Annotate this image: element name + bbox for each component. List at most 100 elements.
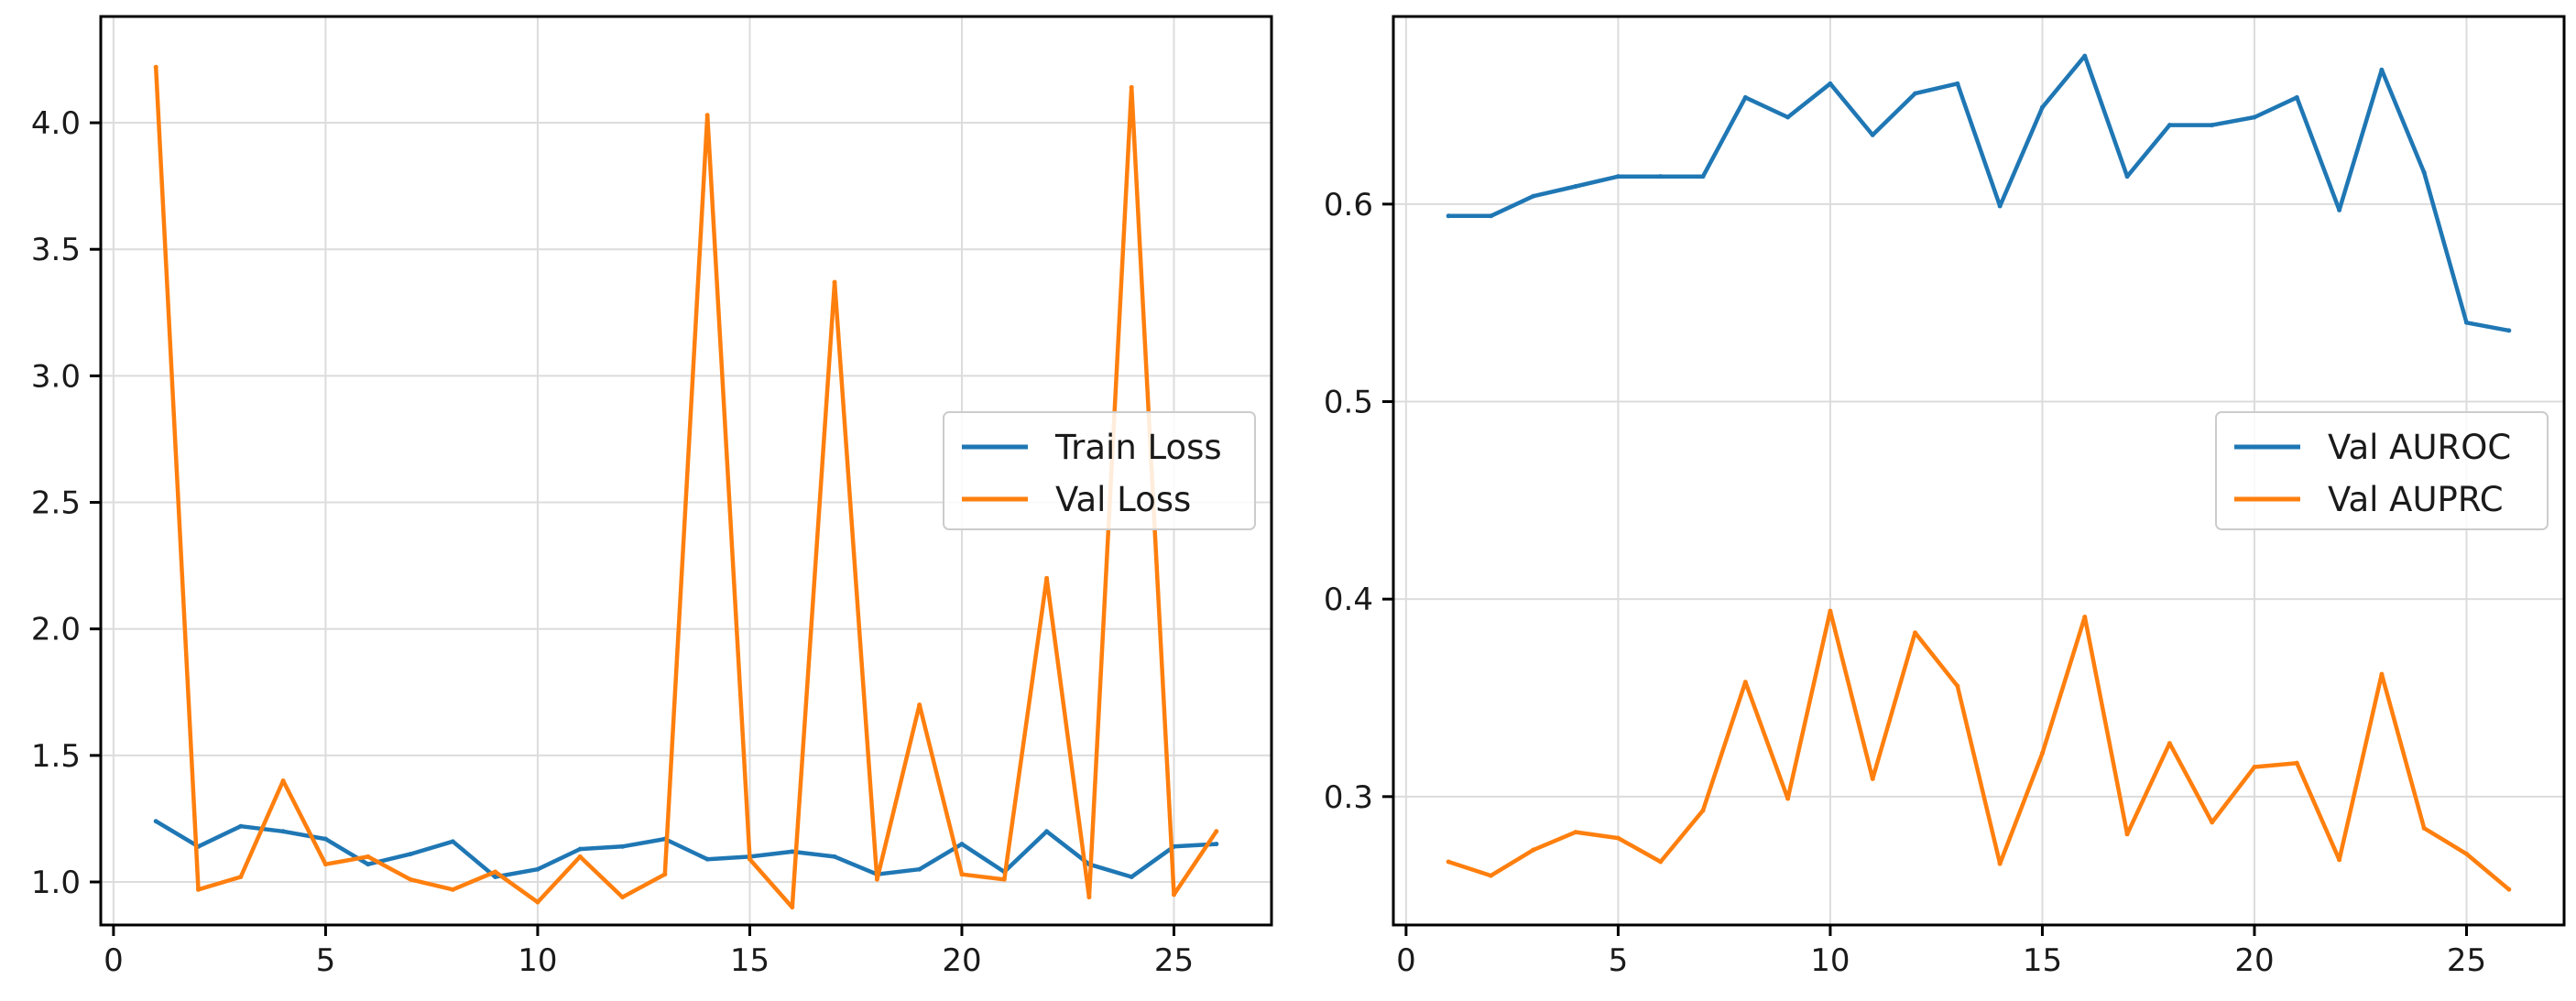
data-point-val-auprc [1742,680,1748,685]
data-point-val-loss [1172,892,1176,898]
data-point-val-loss [238,874,244,879]
data-point-val-loss [1001,876,1007,882]
data-point-val-auroc [2379,67,2385,72]
data-point-val-auroc [1742,94,1748,100]
data-point-val-loss [196,887,201,892]
data-point-val-auroc [1446,213,1451,219]
y-tick-label: 0.5 [1324,385,1373,421]
data-point-train-loss [238,823,244,829]
data-point-val-loss [535,899,540,905]
data-point-val-auprc [2210,820,2215,825]
data-point-val-auprc [1997,861,2003,866]
x-tick-label: 10 [1810,942,1850,979]
series-line-train-loss [153,819,1219,879]
data-point-train-loss [917,866,922,872]
data-point-val-auroc [2167,123,2172,128]
y-tick-label: 3.5 [31,232,81,268]
data-point-val-auprc [1489,873,1493,878]
data-point-val-loss [493,869,498,875]
x-tick-label: 15 [2023,942,2062,979]
y-tick-label: 0.6 [1324,187,1373,223]
data-point-val-auprc [1531,847,1536,853]
data-point-val-auprc [2379,671,2385,677]
data-point-val-auprc [2124,832,2130,837]
data-point-train-loss [790,849,795,854]
data-point-val-auroc [2421,169,2427,175]
chart-panel-1: 0 5 10 15 20 25 1.0 1.5 2.0 2.5 3.0 3.5 4.0 Train Los… [31,15,1273,979]
data-point-train-loss [322,836,328,842]
x-tick-label: 15 [730,942,770,979]
data-point-train-loss [1044,829,1050,834]
legend: Val AUROC Val AUPRC [2215,411,2549,530]
data-point-val-loss [874,876,879,882]
data-point-train-loss [959,842,965,847]
x-tick-label: 5 [316,942,336,979]
data-point-val-auroc [1828,81,1833,86]
data-point-train-loss [408,852,413,857]
data-point-val-auroc [2082,53,2088,59]
data-point-val-auroc [1615,174,1621,180]
series-line-val-loss [153,65,1219,909]
data-point-train-loss [493,874,498,879]
legend-label-train-loss: Train Loss [1054,428,1222,467]
legend: Train Loss Val Loss [943,411,1256,530]
legend-label-val-loss: Val Loss [1055,480,1191,519]
data-point-train-loss [1214,842,1219,847]
y-tick-label: 2.5 [31,485,81,522]
data-point-train-loss [704,856,710,862]
data-point-train-loss [620,843,626,849]
x-tick-label: 0 [104,942,124,979]
data-point-val-auroc [1913,91,1918,96]
data-point-val-loss [790,905,795,910]
plot-frame [99,15,1273,927]
data-point-val-loss [917,702,922,708]
data-point-val-loss [747,856,752,862]
data-point-val-loss [959,872,965,877]
data-point-val-auprc [1446,859,1451,865]
data-point-val-auprc [2167,741,2172,746]
x-tick-label: 10 [518,942,557,979]
data-point-val-loss [832,279,837,285]
data-point-val-auroc [1531,193,1536,199]
data-point-train-loss [577,846,583,852]
data-point-val-auroc [2337,207,2342,212]
data-point-train-loss [535,866,540,872]
data-point-val-loss [280,778,286,783]
data-point-val-auroc [1658,174,1664,180]
data-point-val-loss [620,895,626,900]
data-point-val-auprc [2421,825,2427,831]
data-point-val-auroc [1489,213,1493,219]
data-point-val-loss [408,876,413,882]
data-point-val-loss [704,113,710,118]
data-point-val-auprc [1573,830,1578,835]
data-point-val-auprc [1828,608,1833,614]
data-point-val-auprc [2294,760,2299,766]
y-tick-label: 2.0 [31,612,81,648]
y-tick-label: 0.4 [1324,582,1373,618]
data-point-train-loss [153,819,158,824]
data-point-val-auprc [1658,859,1664,865]
data-point-train-loss [832,854,837,859]
data-point-val-loss [1086,895,1092,900]
data-point-val-loss [1129,84,1134,90]
x-tick-label: 5 [1609,942,1629,979]
x-tick-label: 25 [1154,942,1194,979]
data-point-val-auprc [2464,851,2469,856]
data-point-val-auroc [2506,328,2512,333]
data-point-val-loss [662,872,668,877]
data-point-val-loss [153,64,158,70]
y-tick-label: 1.5 [31,738,81,775]
data-point-train-loss [366,862,371,867]
data-point-val-loss [322,862,328,867]
data-point-train-loss [280,829,286,834]
data-point-val-auroc [1997,203,2003,209]
y-tick-label: 3.0 [31,358,81,395]
data-point-val-auroc [1955,81,1960,86]
data-point-val-auprc [2252,764,2257,769]
data-point-val-auroc [1785,114,1791,120]
data-point-train-loss [450,839,455,844]
data-point-val-auroc [2294,94,2299,100]
data-point-val-auroc [1870,132,1875,137]
